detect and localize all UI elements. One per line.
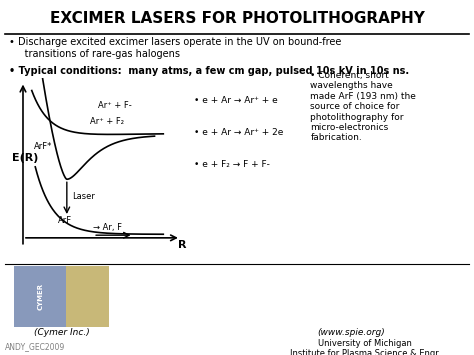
Text: ANDY_GEC2009: ANDY_GEC2009: [5, 343, 65, 351]
Text: • Typical conditions:  many atms, a few cm gap, pulsed 10s kV in 10s ns.: • Typical conditions: many atms, a few c…: [9, 66, 410, 76]
Text: ArF*: ArF*: [34, 142, 52, 151]
Text: → Ar, F: → Ar, F: [93, 223, 122, 232]
Text: • e + Ar → Ar⁺ + 2e: • e + Ar → Ar⁺ + 2e: [194, 128, 284, 137]
Bar: [66, 266, 109, 327]
Text: Ar⁺ + F₂: Ar⁺ + F₂: [90, 117, 124, 126]
Text: E(R): E(R): [12, 153, 39, 163]
Text: Ar⁺ + F-: Ar⁺ + F-: [99, 101, 132, 110]
Text: R: R: [178, 240, 187, 250]
Text: Laser: Laser: [72, 192, 95, 201]
Bar: [14, 266, 66, 327]
Text: ArF: ArF: [58, 216, 72, 225]
Text: • e + Ar → Ar⁺ + e: • e + Ar → Ar⁺ + e: [194, 96, 278, 105]
Text: • e + F₂ → F + F-: • e + F₂ → F + F-: [194, 160, 270, 169]
Text: • Coherent, short
wavelengths have
made ArF (193 nm) the
source of choice for
ph: • Coherent, short wavelengths have made …: [310, 71, 416, 142]
Text: EXCIMER LASERS FOR PHOTOLITHOGRAPHY: EXCIMER LASERS FOR PHOTOLITHOGRAPHY: [50, 11, 424, 26]
Text: CYMER: CYMER: [38, 283, 44, 310]
Text: • Discharge excited excimer lasers operate in the UV on bound-free
     transiti: • Discharge excited excimer lasers opera…: [9, 37, 342, 59]
Text: University of Michigan
Institute for Plasma Science & Engr.: University of Michigan Institute for Pla…: [290, 339, 440, 355]
Text: (www.spie.org): (www.spie.org): [317, 328, 384, 337]
Text: (Cymer Inc.): (Cymer Inc.): [34, 328, 90, 337]
